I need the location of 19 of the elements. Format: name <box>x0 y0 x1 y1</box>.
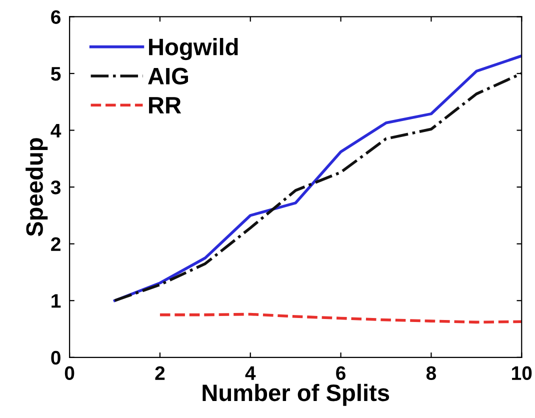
x-tick-label: 4 <box>245 366 256 380</box>
legend-label: RR <box>149 97 182 114</box>
legend-label: Hogwild <box>149 38 238 60</box>
y-axis-title: Speedup <box>26 138 48 236</box>
x-tick-label: 10 <box>512 366 532 380</box>
y-tick-label: 5 <box>51 67 61 81</box>
y-tick-label: 2 <box>51 237 60 251</box>
y-tick-label: 1 <box>52 294 61 308</box>
y-tick-label: 0 <box>51 350 60 365</box>
y-tick-label: 6 <box>51 10 61 24</box>
x-tick-label: 0 <box>64 366 74 380</box>
x-tick-label: 8 <box>426 366 436 380</box>
x-tick-label: 6 <box>336 366 346 380</box>
legend-label: AIG <box>148 68 188 85</box>
y-tick-label: 3 <box>50 180 61 194</box>
x-tick-label: 2 <box>155 366 165 380</box>
y-tick-label: 4 <box>50 124 62 138</box>
line-series <box>158 312 522 324</box>
x-axis-title: Number of Splits <box>202 384 390 406</box>
